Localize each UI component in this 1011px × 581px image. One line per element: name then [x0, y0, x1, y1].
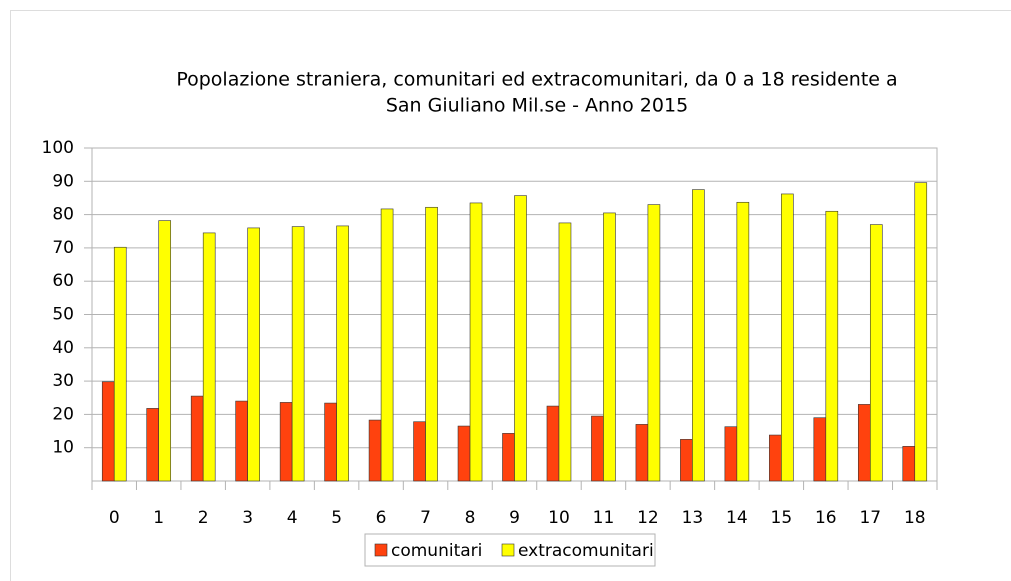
bar [113, 246, 127, 482]
bar [825, 210, 839, 482]
bar [591, 415, 604, 482]
bar [279, 402, 293, 482]
bar [457, 425, 471, 482]
x-tick-label: 8 [465, 508, 476, 528]
bar [101, 381, 115, 482]
y-tick-label: 90 [52, 171, 74, 191]
x-tick-label: 14 [726, 508, 748, 528]
bar [469, 202, 483, 482]
bar [781, 193, 794, 482]
bar [736, 201, 750, 482]
bar [202, 232, 216, 482]
y-tick-label: 80 [52, 205, 74, 225]
x-tick-label: 2 [198, 508, 209, 528]
y-tick-label: 10 [52, 438, 74, 458]
y-tick-label: 60 [52, 271, 74, 291]
y-tick-label: 70 [52, 238, 74, 258]
x-tick-label: 1 [153, 508, 164, 528]
x-tick-label: 15 [771, 508, 793, 528]
x-tick-label: 6 [376, 508, 387, 528]
y-tick-label: 40 [52, 338, 74, 358]
x-tick-label: 3 [242, 508, 253, 528]
bar [724, 426, 738, 482]
x-tick-label: 18 [904, 508, 926, 528]
x-tick-label: 9 [509, 508, 520, 528]
x-tick-label: 16 [815, 508, 837, 528]
bar [190, 395, 204, 482]
x-tick-label: 4 [287, 508, 298, 528]
bar [902, 446, 916, 482]
chart-title: San Giuliano Mil.se - Anno 2015 [386, 95, 688, 117]
bar [914, 182, 928, 482]
legend-label: extracomunitari [518, 541, 654, 561]
y-tick-label: 30 [52, 371, 74, 391]
y-tick-label: 100 [42, 138, 74, 158]
bar [368, 419, 382, 482]
bar [235, 400, 248, 482]
bar [425, 206, 438, 482]
bar [324, 402, 337, 482]
bar [380, 208, 394, 482]
legend-swatch [501, 543, 515, 557]
bar [146, 408, 160, 482]
bar [692, 189, 705, 482]
legend-swatch [374, 543, 388, 557]
bar [247, 227, 260, 482]
bar [769, 434, 782, 482]
bar [680, 439, 693, 482]
y-tick-label: 20 [52, 404, 74, 424]
bar [158, 220, 172, 482]
x-tick-label: 5 [331, 508, 342, 528]
x-tick-label: 12 [637, 508, 659, 528]
bar [857, 404, 871, 482]
y-tick-label: 50 [52, 305, 74, 325]
bar [502, 433, 515, 482]
bar [647, 204, 661, 482]
x-tick-label: 10 [548, 508, 570, 528]
bar [514, 195, 527, 482]
x-tick-label: 7 [420, 508, 431, 528]
x-tick-label: 17 [859, 508, 881, 528]
bar [635, 424, 649, 482]
chart-title: Popolazione straniera, comunitari ed ext… [176, 69, 897, 91]
bar [603, 212, 616, 482]
bar [546, 405, 560, 482]
x-tick-label: 11 [593, 508, 615, 528]
bar [813, 417, 827, 482]
x-tick-label: 13 [682, 508, 704, 528]
bar [558, 222, 572, 482]
bar [869, 224, 883, 482]
bar [336, 225, 349, 482]
legend-label: comunitari [391, 541, 482, 561]
frame [10, 10, 1011, 581]
bar [291, 226, 305, 482]
bar [413, 421, 426, 482]
x-tick-label: 0 [109, 508, 120, 528]
